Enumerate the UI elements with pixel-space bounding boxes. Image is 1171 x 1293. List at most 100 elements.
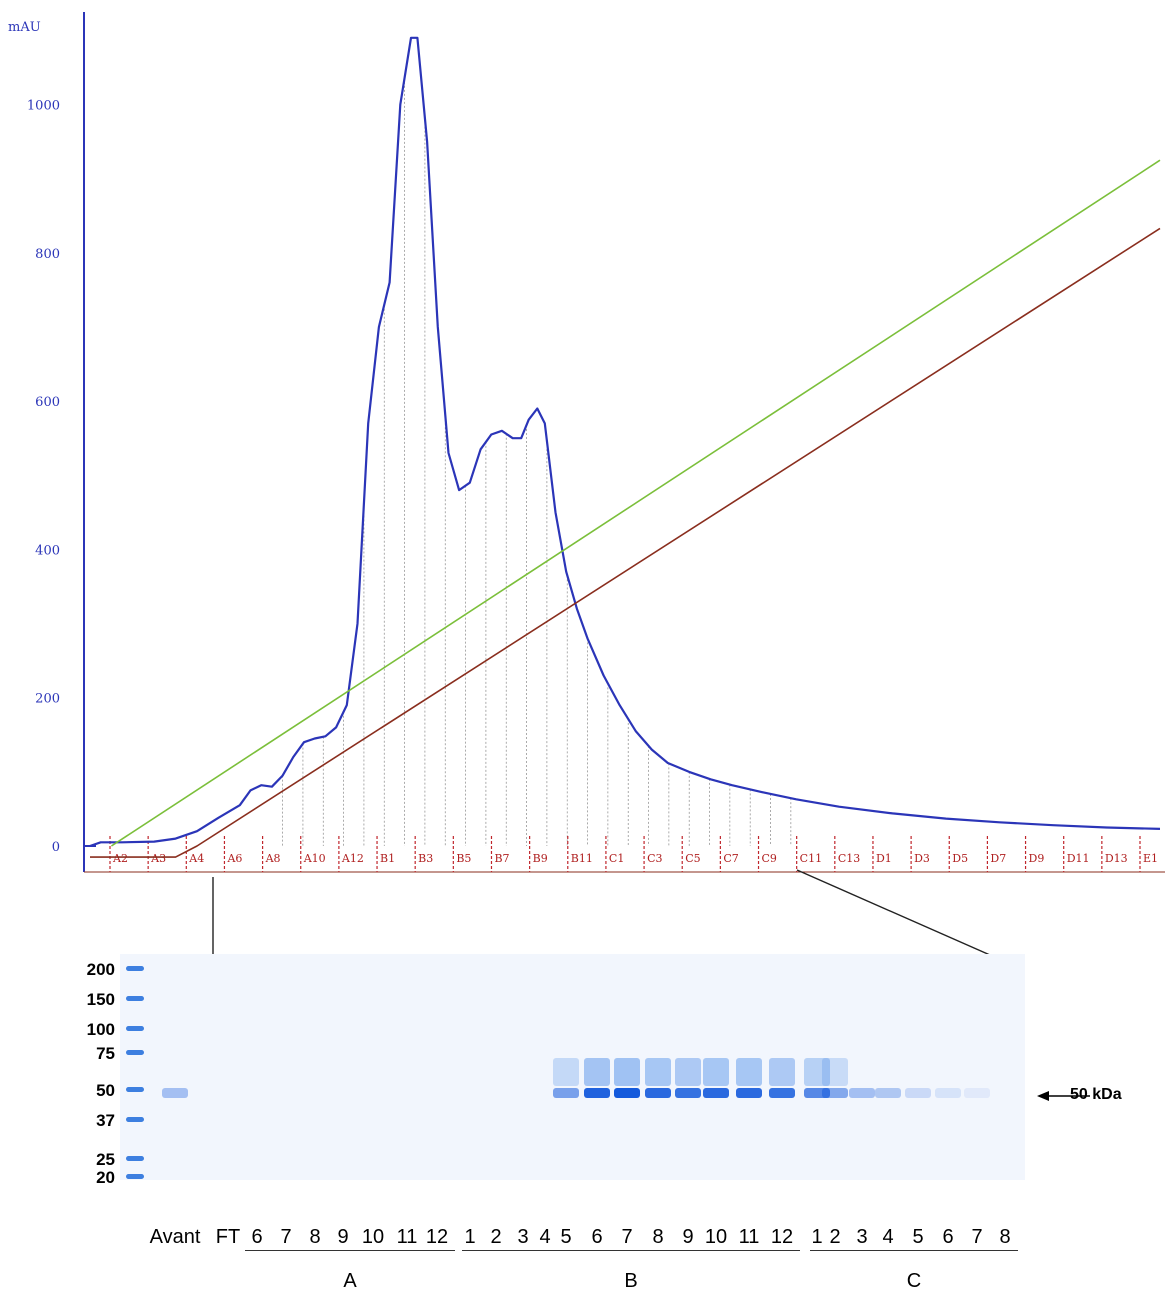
y-tick-label: 800	[35, 247, 60, 262]
protein-smear	[703, 1058, 729, 1086]
lane-label: 6	[942, 1226, 954, 1248]
chart-series	[83, 36, 1161, 858]
protein-band-50kda	[645, 1088, 671, 1098]
protein-smear	[804, 1058, 830, 1086]
lane-label: 8	[999, 1226, 1011, 1248]
lane-label: FT	[215, 1226, 241, 1248]
protein-smear	[614, 1058, 640, 1086]
ladder-band	[126, 1156, 144, 1161]
lane-label: 2	[829, 1226, 841, 1248]
fraction-label: C13	[838, 852, 860, 865]
group-underline	[810, 1250, 1018, 1251]
fraction-label: A2	[112, 852, 128, 865]
injection-spike	[83, 620, 96, 847]
protein-band-50kda	[905, 1088, 931, 1098]
protein-band-50kda	[675, 1088, 701, 1098]
uv-absorbance-trace	[89, 36, 1161, 848]
fraction-label: B9	[533, 852, 548, 865]
lane-label: 8	[309, 1226, 321, 1248]
lane-label: 5	[560, 1226, 572, 1248]
lane-label: 11	[396, 1226, 418, 1248]
fraction-label: C9	[762, 852, 777, 865]
protein-band-50kda	[935, 1088, 961, 1098]
fraction-markers: A2 A3 A4 A6 A8 A10 A12 B1 B3 B5 B7 B9 B11 C1 C3 C5 C7 C9 C…	[109, 836, 1158, 872]
ladder-band	[126, 1117, 144, 1122]
fraction-label: A10	[303, 852, 326, 865]
mw-marker-label: 75	[96, 1044, 115, 1063]
fraction-label: A12	[341, 852, 364, 865]
fraction-label: D1	[876, 852, 892, 865]
ladder-band	[126, 1174, 144, 1179]
ladder-band	[126, 996, 144, 1001]
group-label: A	[343, 1270, 357, 1292]
mw-marker-label: 100	[86, 1020, 115, 1039]
protein-band-50kda	[614, 1088, 640, 1098]
gel-connectors	[212, 869, 991, 955]
y-tick-label: 400	[35, 543, 60, 558]
fraction-label: B7	[494, 852, 509, 865]
ladder-band	[126, 1087, 144, 1092]
lane-label: 7	[621, 1226, 633, 1248]
mw-marker-label: 20	[96, 1168, 115, 1187]
protein-smear	[553, 1058, 579, 1086]
sds-page-gel-panel: 200 150 100 75 50 37 25 20 50 kDa Avant FT 6 7 8 9 10…	[0, 950, 1171, 1292]
y-tick-label: 200	[35, 692, 60, 707]
mw-marker-label: 150	[86, 990, 115, 1009]
protein-smear	[822, 1058, 848, 1086]
fraction-label: D7	[990, 852, 1006, 865]
connector-line-right	[796, 869, 991, 955]
y-axis-unit-label: mAU	[8, 20, 41, 35]
fraction-label: C3	[647, 852, 662, 865]
protein-smear	[675, 1058, 701, 1086]
lane-label: 7	[971, 1226, 983, 1248]
lane-label: 12	[425, 1226, 449, 1248]
fraction-label: C11	[800, 852, 822, 865]
target-band-label: 50 kDa	[1070, 1086, 1122, 1103]
conductivity-line	[90, 227, 1161, 858]
gel-image	[120, 954, 1025, 1180]
lane-label: Avant	[149, 1226, 201, 1248]
y-tick-label: 600	[35, 395, 60, 410]
protein-band-50kda	[553, 1088, 579, 1098]
fraction-label: D3	[914, 852, 930, 865]
fraction-label: C7	[723, 852, 738, 865]
fraction-label: A4	[188, 852, 204, 865]
lane-label: 12	[770, 1226, 794, 1248]
lane-label: 9	[337, 1226, 349, 1248]
protein-band-50kda	[822, 1088, 848, 1098]
fraction-label: A3	[150, 852, 166, 865]
group-label: C	[906, 1270, 922, 1292]
lane-label: 1	[811, 1226, 823, 1248]
protein-smear	[584, 1058, 610, 1086]
ladder-band	[126, 966, 144, 971]
y-tick-label: 0	[52, 840, 60, 855]
group-underline	[462, 1250, 800, 1251]
fraction-label: C1	[609, 852, 624, 865]
lane-label: 6	[591, 1226, 603, 1248]
fraction-label: A8	[265, 852, 281, 865]
fraction-label: D9	[1029, 852, 1045, 865]
protein-band-50kda	[703, 1088, 729, 1098]
lane-label: 10	[361, 1226, 385, 1248]
lane-label: 8	[652, 1226, 664, 1248]
lane-label: 2	[490, 1226, 502, 1248]
lane-label: 7	[280, 1226, 292, 1248]
fraction-label: D11	[1067, 852, 1090, 865]
lane-label: 1	[464, 1226, 476, 1248]
chart-axes: mAU 0 200 400 600 800 1000	[8, 12, 1165, 873]
ladder-band	[126, 1026, 144, 1031]
gradient-line	[110, 159, 1161, 847]
y-tick-label: 1000	[27, 99, 60, 114]
lane-label: 4	[539, 1226, 551, 1248]
lane-label: 9	[682, 1226, 694, 1248]
lane-label: 10	[704, 1226, 728, 1248]
group-label: B	[624, 1270, 638, 1292]
protein-band-50kda	[584, 1088, 610, 1098]
fraction-label: B5	[456, 852, 471, 865]
protein-band-50kda	[736, 1088, 762, 1098]
fraction-drop-lines	[282, 77, 792, 846]
chromatogram: mAU 0 200 400 600 800 1000 A2 A3 A4 A6 A8 A10 A12 B1 B…	[8, 12, 1165, 955]
protein-band-50kda	[162, 1088, 188, 1098]
protein-band-50kda	[769, 1088, 795, 1098]
fraction-label: C5	[685, 852, 700, 865]
